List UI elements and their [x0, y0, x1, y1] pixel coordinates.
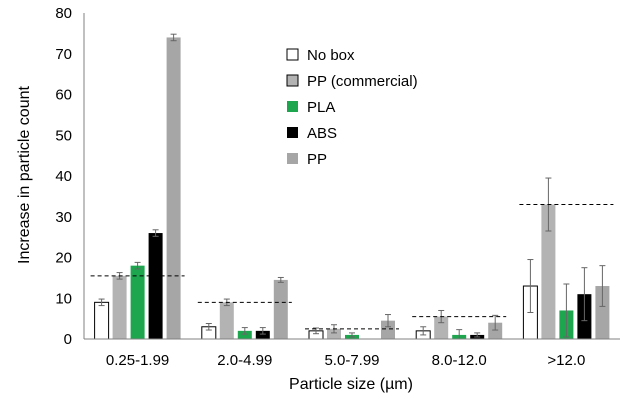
bar: [219, 302, 234, 339]
legend-label: ABS: [307, 125, 337, 142]
bar: [541, 204, 556, 339]
y-tick-label: 70: [55, 46, 72, 63]
bars-layer: [94, 33, 610, 340]
bar: [148, 233, 163, 339]
y-tick-label: 0: [64, 331, 72, 348]
bar: [381, 320, 395, 339]
legend-label: No box: [307, 47, 355, 64]
legend-swatch: [287, 153, 298, 164]
bar: [112, 275, 127, 339]
legend-label: PP: [307, 151, 327, 168]
x-tick-label: >12.0: [547, 352, 585, 369]
y-axis-ticks: 0 10 20 30 40 50 60 70 80: [55, 5, 72, 348]
x-tick-label: 2.0-4.99: [217, 352, 272, 369]
x-tick-label: 8.0-12.0: [432, 352, 487, 369]
bar: [255, 330, 270, 339]
x-tick-label: 0.25-1.99: [106, 352, 169, 369]
bar: [237, 330, 252, 339]
y-tick-label: 60: [55, 87, 72, 104]
x-axis-ticks: 0.25-1.99 2.0-4.99 5.0-7.99 8.0-12.0 >12.0: [106, 352, 585, 369]
bar: [94, 301, 110, 340]
bar: [130, 265, 145, 339]
y-tick-label: 10: [55, 290, 72, 307]
bar: [273, 279, 288, 339]
y-axis-title: Increase in particle count: [16, 86, 33, 264]
legend: No box PP (commercial) PLA ABS PP: [286, 47, 418, 168]
legend-swatch: [287, 127, 298, 138]
y-tick-label: 40: [55, 168, 72, 185]
x-tick-label: 5.0-7.99: [324, 352, 379, 369]
legend-swatch: [286, 74, 299, 87]
y-tick-label: 20: [55, 250, 72, 267]
legend-label: PLA: [307, 99, 335, 116]
legend-label: PP (commercial): [307, 73, 418, 90]
bar: [488, 322, 503, 339]
bar: [327, 328, 341, 339]
y-tick-label: 30: [55, 209, 72, 226]
bar: [595, 286, 610, 339]
y-tick-label: 50: [55, 127, 72, 144]
bar: [166, 37, 181, 339]
axes-layer: [83, 13, 620, 340]
reference-lines-layer: [90, 204, 614, 330]
y-tick-label: 80: [55, 5, 72, 22]
legend-swatch: [287, 101, 298, 112]
bar: [434, 316, 449, 339]
legend-swatch: [286, 48, 299, 61]
x-axis-title: Particle size (µm): [289, 376, 413, 393]
